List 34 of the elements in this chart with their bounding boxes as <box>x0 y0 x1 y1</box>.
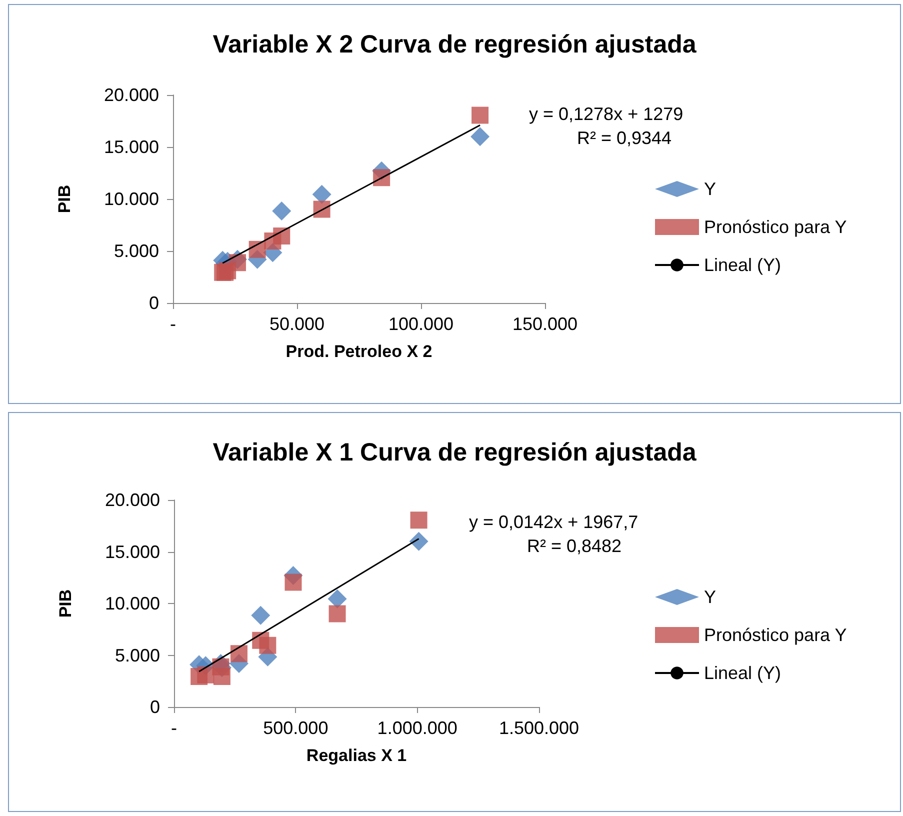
y-tick-label: 20.000 <box>104 490 160 510</box>
x-tick-label: 100.000 <box>388 314 454 334</box>
x-axis-title: Prod. Petroleo X 2 <box>286 342 432 361</box>
chart-title: Variable X 1 Curva de regresión ajustada <box>212 438 698 466</box>
legend-label: Pronóstico para Y <box>704 217 847 237</box>
y-tick-label: 10.000 <box>104 594 160 614</box>
annotation: y = 0,1278x + 1279 <box>529 104 684 124</box>
legend-label: Pronóstico para Y <box>704 625 847 645</box>
legend-label: Lineal (Y) <box>704 255 782 275</box>
y-tick-label: 5.000 <box>114 645 160 666</box>
y-tick-label: 20.000 <box>104 85 159 105</box>
legend-label: Y <box>704 587 716 607</box>
annotation: R² = 0,8482 <box>527 536 622 556</box>
x-tick-label: 1.500.000 <box>498 718 580 738</box>
y-tick-label: 0 <box>148 293 159 313</box>
annotation: y = 0,0142x + 1967,7 <box>469 512 638 532</box>
y-tick-label: 15.000 <box>104 542 160 562</box>
y-axis-title: PIB <box>55 184 74 214</box>
x-tick-label: 1.000.000 <box>377 718 458 738</box>
y-tick-label: 5.000 <box>114 241 159 261</box>
y-axis-title: PIB <box>56 589 75 618</box>
x-axis-title: Regalias X 1 <box>306 746 407 765</box>
y-tick-label: 15.000 <box>104 137 159 157</box>
chart-title: Variable X 2 Curva de regresión ajustada <box>212 30 698 58</box>
x-tick-label: 50.000 <box>269 314 325 334</box>
text: R² = 0,9344 <box>577 128 672 148</box>
x-tick-label: - <box>171 718 177 738</box>
x-tick-label: 150.000 <box>512 314 578 334</box>
legend-label: Lineal (Y) <box>704 663 782 683</box>
x-tick-label: 500.000 <box>263 718 328 738</box>
x-tick-label: - <box>170 314 176 334</box>
y-tick-label: 0 <box>150 697 160 717</box>
y-tick-label: 10.000 <box>104 189 159 209</box>
legend-label: Y <box>704 179 716 199</box>
